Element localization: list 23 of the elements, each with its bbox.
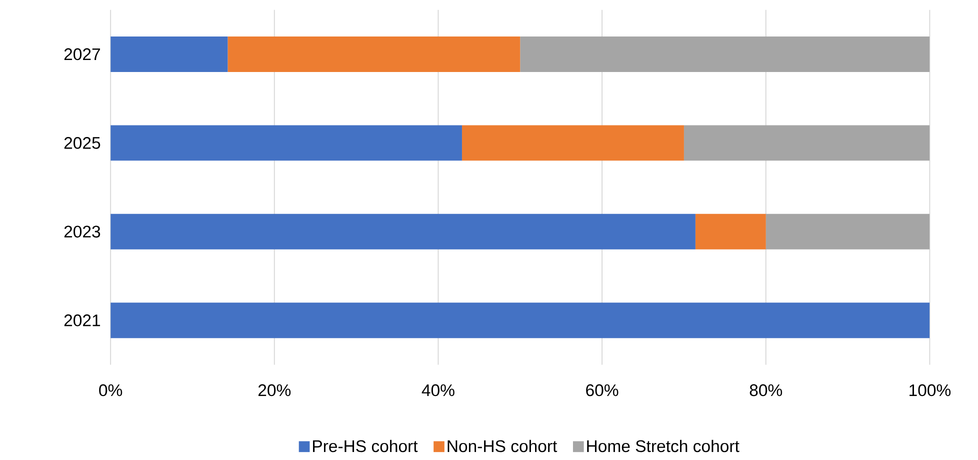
- x-tick-label: 0%: [99, 384, 122, 396]
- y-tick-label: 2027: [64, 48, 100, 60]
- bar: [228, 36, 520, 72]
- bar: [462, 125, 684, 161]
- bar: [110, 36, 228, 72]
- x-tick-label: 20%: [258, 384, 291, 396]
- legend-label: Pre-HS cohort: [313, 440, 418, 452]
- bar: [695, 214, 766, 250]
- bar: [520, 36, 930, 72]
- y-tick-label: 2021: [64, 314, 100, 326]
- x-tick-label: 100%: [910, 384, 951, 396]
- bar: [110, 125, 462, 161]
- bar: [684, 125, 930, 161]
- y-tick-label: 2025: [64, 136, 100, 149]
- bar: [766, 214, 930, 250]
- x-tick-label: 40%: [422, 384, 454, 396]
- x-tick-label: 80%: [750, 384, 782, 396]
- bar: [110, 302, 930, 338]
- legend-label: Non-HS cohort: [448, 440, 558, 452]
- legend-label: Home Stretch cohort: [587, 440, 740, 452]
- y-tick-label: 2023: [64, 226, 100, 238]
- x-tick-label: 60%: [586, 384, 618, 396]
- bar: [110, 214, 696, 250]
